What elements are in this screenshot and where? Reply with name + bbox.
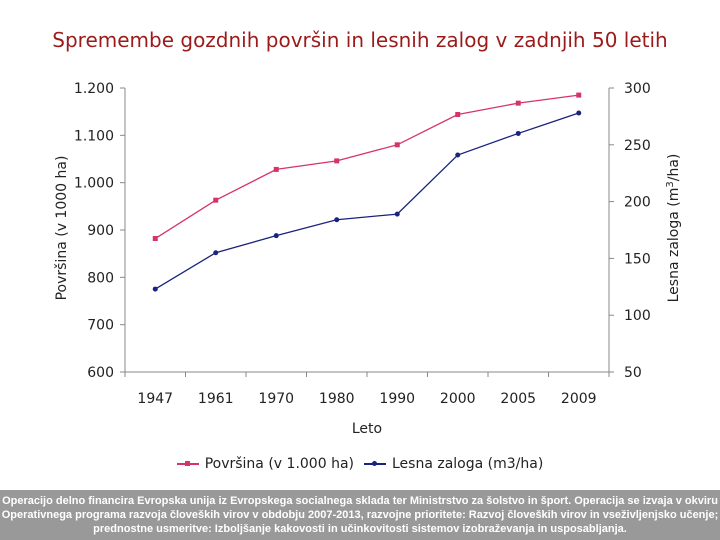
y2-tick-label: 150 bbox=[624, 251, 651, 267]
x-tick-label: 1990 bbox=[379, 391, 415, 407]
y-tick-label: 1.000 bbox=[74, 176, 114, 192]
data-point-stock bbox=[576, 110, 582, 116]
y-tick-label: 700 bbox=[87, 318, 114, 334]
y2-tick-label: 50 bbox=[624, 365, 642, 381]
series-line-area bbox=[154, 94, 579, 240]
legend-label-area: Površina (v 1.000 ha) bbox=[204, 456, 354, 472]
series-line-stock bbox=[154, 112, 579, 290]
x-tick-label: 2009 bbox=[561, 391, 597, 407]
data-point-stock bbox=[334, 217, 340, 223]
x-tick-label: 2000 bbox=[440, 391, 476, 407]
legend-swatch-stock bbox=[363, 459, 386, 469]
chart-axes bbox=[120, 87, 614, 377]
footer-funding-note: Operacijo delno financira Evropska unija… bbox=[0, 490, 720, 540]
data-point-area bbox=[334, 158, 340, 164]
legend-label-stock: Lesna zaloga (m3/ha) bbox=[391, 456, 544, 472]
y2-axis-label: Lesna zaloga (m3/ha) bbox=[665, 154, 683, 303]
chart-title: Spremembe gozdnih površin in lesnih zalo… bbox=[52, 28, 668, 52]
x-tick-label: 2005 bbox=[500, 391, 536, 407]
x-axis-label: Leto bbox=[352, 421, 382, 437]
data-point-stock bbox=[394, 211, 400, 217]
data-point-area bbox=[515, 100, 521, 106]
x-tick-label: 1970 bbox=[258, 391, 294, 407]
legend-item-stock: Lesna zaloga (m3/ha) bbox=[363, 456, 544, 472]
data-point-area bbox=[273, 166, 279, 172]
x-tick-label: 1961 bbox=[198, 391, 234, 407]
x-tick-label: 1980 bbox=[319, 391, 355, 407]
y2-tick-label: 100 bbox=[624, 308, 651, 324]
chart-canvas: 600 700 800 900 1.000 1.100 1.200 50 100 150 200 25… bbox=[54, 81, 683, 437]
data-point-area bbox=[576, 92, 582, 98]
data-point-stock bbox=[455, 152, 461, 158]
y-tick-label: 600 bbox=[87, 365, 114, 381]
y-tick-label: 800 bbox=[87, 270, 114, 286]
y2-tick-label: 300 bbox=[624, 81, 651, 97]
data-point-stock bbox=[152, 286, 158, 292]
data-point-stock bbox=[213, 250, 219, 256]
chart-legend: Površina (v 1.000 ha) Lesna zaloga (m3/h… bbox=[0, 456, 720, 472]
data-point-area bbox=[455, 112, 461, 118]
data-point-area bbox=[213, 197, 219, 203]
y-tick-label: 1.100 bbox=[74, 128, 114, 144]
y-tick-label: 1.200 bbox=[74, 81, 114, 97]
chart-ticks: 600 700 800 900 1.000 1.100 1.200 50 100 150 200 25… bbox=[74, 81, 651, 407]
y2-tick-label: 250 bbox=[624, 138, 651, 154]
data-point-area bbox=[394, 142, 400, 148]
legend-swatch-area bbox=[176, 459, 199, 469]
x-tick-label: 1947 bbox=[137, 391, 173, 407]
data-point-stock bbox=[515, 130, 521, 136]
y2-tick-label: 200 bbox=[624, 195, 651, 211]
y-axis-label: Površina (v 1000 ha) bbox=[54, 156, 70, 301]
legend-item-area: Površina (v 1.000 ha) bbox=[176, 456, 354, 472]
data-point-area bbox=[152, 236, 158, 242]
data-point-stock bbox=[273, 233, 279, 239]
chart-series bbox=[152, 92, 582, 292]
y-tick-label: 900 bbox=[87, 223, 114, 239]
